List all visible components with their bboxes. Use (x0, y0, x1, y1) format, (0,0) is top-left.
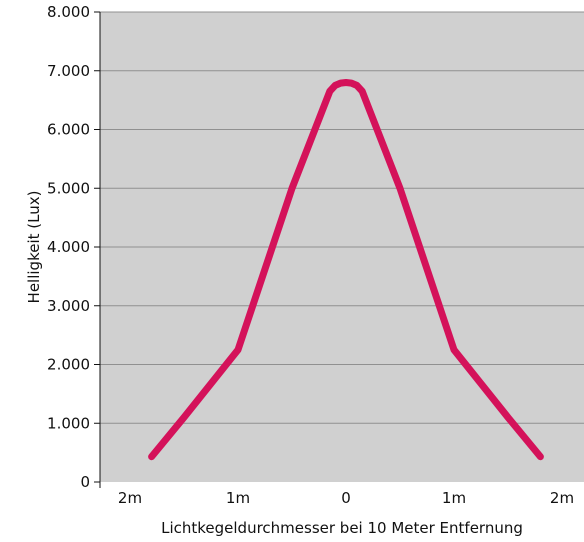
y-axis-title: Helligkeit (Lux) (25, 191, 43, 304)
x-tick-label: 1m (226, 489, 250, 507)
series-line (148, 79, 544, 461)
x-tick-label: 2m (550, 489, 574, 507)
x-tick-label: 2m (118, 489, 142, 507)
y-tick-label: 1.000 (47, 414, 90, 432)
y-axis-ticks: 0 1.000 2.000 3.000 4.000 5.000 6.000 7.000 8.00… (47, 3, 100, 491)
y-tick-label: 6.000 (47, 121, 90, 139)
y-tick-label: 7.000 (47, 62, 90, 80)
y-tick-label: 8.000 (47, 3, 90, 21)
y-tick-label: 0 (80, 473, 90, 491)
x-tick-label: 1m (442, 489, 466, 507)
y-tick-label: 3.000 (47, 297, 90, 315)
x-axis-ticks: 2m 1m 0 1m 2m (118, 489, 574, 507)
y-tick-label: 4.000 (47, 238, 90, 256)
x-axis-title: Lichtkegeldurchmesser bei 10 Meter Entfe… (161, 519, 523, 537)
y-tick-label: 2.000 (47, 356, 90, 374)
x-tick-label: 0 (341, 489, 351, 507)
y-tick-label: 5.000 (47, 179, 90, 197)
